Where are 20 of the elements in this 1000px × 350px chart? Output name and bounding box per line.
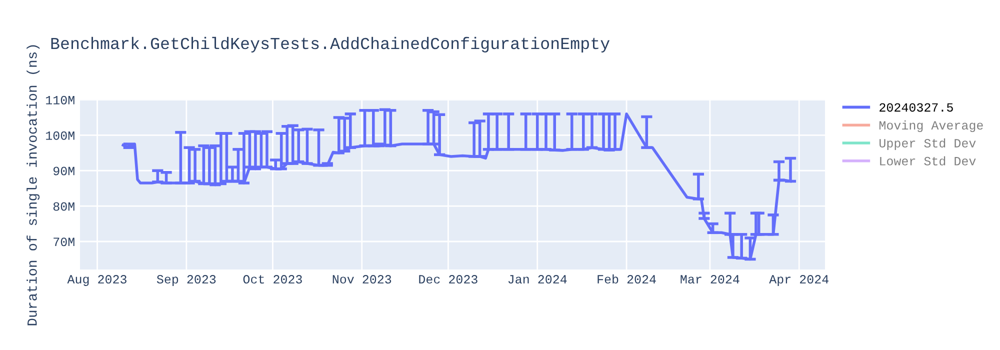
- x-tick-label: Nov 2023: [332, 275, 392, 284]
- y-tick-label: 100M: [46, 131, 74, 140]
- y-tick-label: 110M: [46, 96, 74, 104]
- legend-label: Moving Average: [879, 120, 983, 132]
- y-tick-label: 90M: [53, 166, 74, 176]
- x-tick-label: Jan 2024: [508, 275, 567, 284]
- x-tick-label: Apr 2024: [769, 275, 828, 286]
- x-tick-label: Feb 2024: [598, 274, 656, 284]
- x-tick-label: Sep 2023: [156, 275, 216, 286]
- x-tick-label: Oct 2023: [243, 275, 302, 284]
- legend-label: 20240327.5: [880, 103, 953, 112]
- y-tick-label: 80M: [53, 202, 74, 211]
- legend-label: Upper Std Dev: [880, 138, 976, 150]
- y-axis-title: Duration of single invocation (ns): [26, 45, 40, 326]
- x-tick-label: Aug 2023: [67, 275, 126, 286]
- legend-label: Lower Std Dev: [880, 156, 976, 166]
- x-tick-label: Dec 2023: [419, 275, 478, 284]
- x-tick-label: Mar 2024: [680, 275, 740, 284]
- y-tick-label: 70M: [54, 238, 74, 246]
- chart-title: Benchmark.GetChildKeysTests.AddChainedConfigurationEmpty: [51, 36, 610, 52]
